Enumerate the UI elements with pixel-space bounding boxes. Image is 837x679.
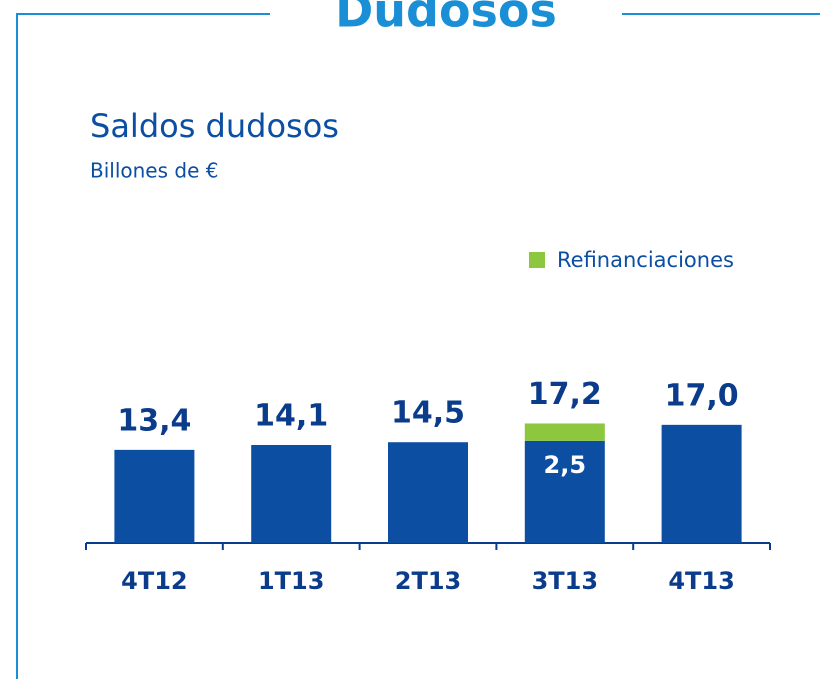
total-label: 17,0 [665,378,739,413]
bar-segment [524,423,605,441]
bar-segment [251,445,332,543]
x-tick-label: 2T13 [395,567,461,595]
chart-subtitle: Billones de € [90,159,218,183]
bar-segment [114,449,195,543]
bar-segment [524,440,605,543]
legend-swatch [529,252,545,268]
bar-segment [388,442,468,543]
total-label: 14,1 [254,399,328,434]
page-title: Dudosos [335,0,557,38]
bar-segment [661,424,742,543]
legend-label: Refinanciaciones [557,248,734,272]
segment-label: 2,5 [544,451,587,479]
total-label: 13,4 [117,403,191,438]
chart-title: Saldos dudosos [90,107,339,145]
x-tick-label: 1T13 [258,567,324,595]
total-label: 17,2 [528,377,602,412]
x-tick-label: 4T12 [121,567,187,595]
x-tick-label: 3T13 [532,567,598,595]
x-tick-label: 4T13 [668,567,734,595]
total-label: 14,5 [391,396,465,431]
